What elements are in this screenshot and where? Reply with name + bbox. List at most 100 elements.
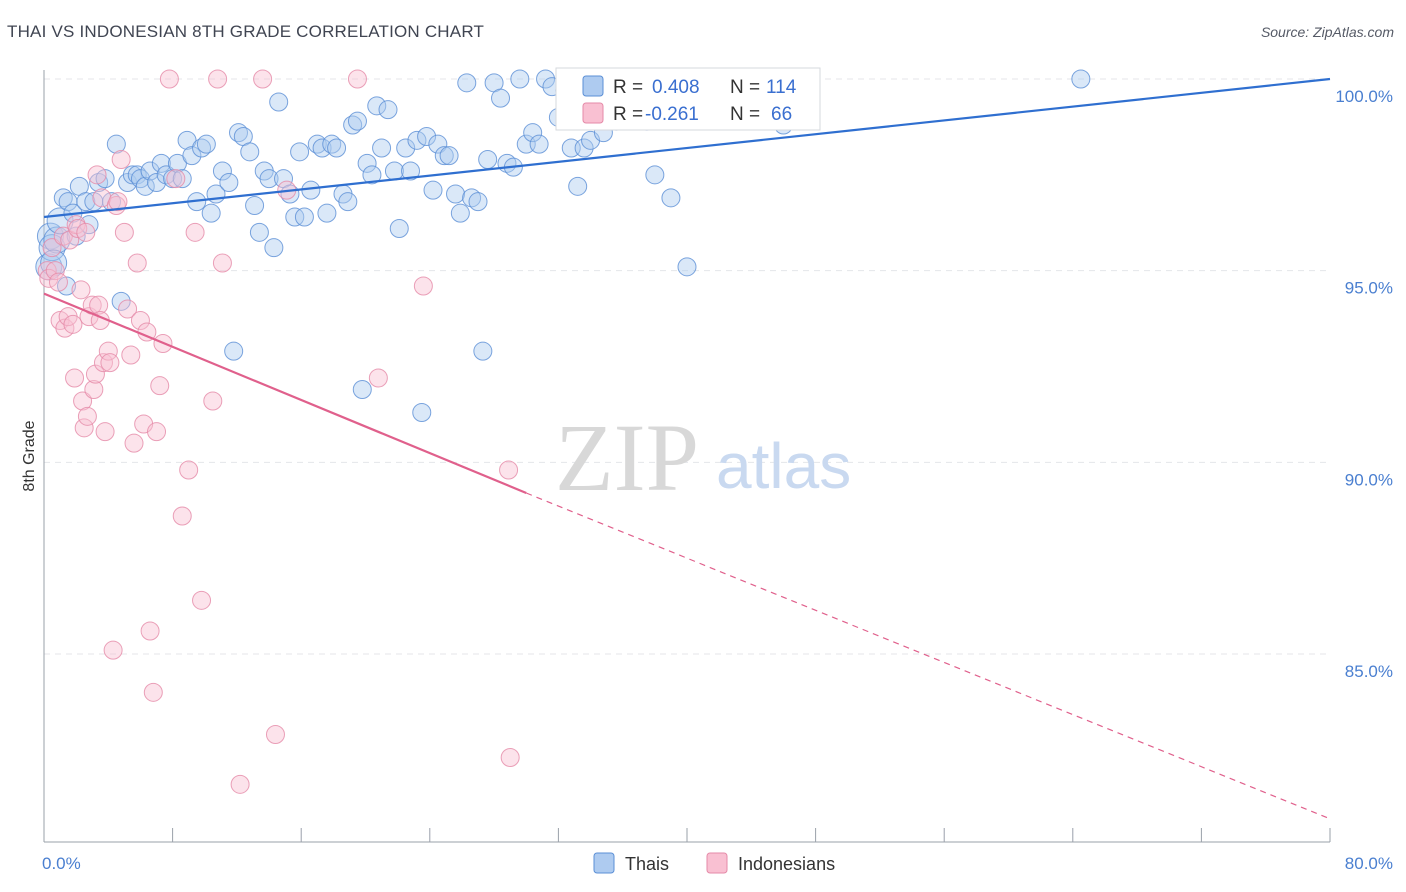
thais-point (224, 341, 244, 361)
thais-point (389, 219, 409, 238)
thais-point (201, 203, 221, 223)
thais-series (35, 69, 1091, 422)
thais-point (491, 88, 511, 108)
watermark-zip: ZIP (555, 404, 699, 511)
indonesians-point (103, 640, 123, 660)
legend-thais-swatch (593, 852, 615, 874)
y-tick-label: 85.0% (1345, 662, 1393, 681)
thais-point (510, 69, 530, 89)
x-ticks (43, 828, 1331, 842)
thais-point (249, 222, 269, 242)
thais-n-value: 114 (766, 77, 797, 98)
thais-point (378, 100, 398, 120)
thais-point (529, 134, 549, 154)
thais-point (172, 169, 192, 189)
thais-point (338, 192, 358, 212)
indonesians-swatch (582, 102, 604, 124)
indonesians-point (347, 69, 367, 89)
indonesians-trend-line (43, 292, 527, 495)
thais-point (574, 138, 594, 158)
indonesians-point (265, 725, 285, 744)
thais-point (523, 123, 543, 143)
indonesians-point (166, 169, 186, 189)
thais-point (106, 134, 126, 154)
thais-point (352, 380, 372, 399)
gridlines (44, 78, 1330, 655)
y-axis-title: 8th Grade (21, 420, 38, 491)
indonesians-point (172, 506, 192, 526)
indonesians-point (499, 460, 519, 480)
trend-lines (43, 77, 1331, 820)
indonesians-r-label: R = (613, 104, 643, 125)
thais-point (645, 165, 665, 185)
legend-indonesians-label: Indonesians (738, 854, 835, 874)
indonesians-point (212, 253, 232, 273)
indonesians-point (127, 253, 147, 273)
thais-point (269, 92, 289, 112)
thais-point (294, 207, 314, 227)
thais-point (76, 192, 96, 212)
thais-point (417, 127, 437, 146)
thais-point (434, 146, 454, 166)
thais-point (240, 142, 260, 162)
thais-r-value: 0.408 (652, 77, 700, 98)
thais-r-label: R = (613, 77, 643, 98)
indonesians-point (77, 406, 97, 426)
thais-point (317, 203, 337, 223)
thais-point (384, 161, 404, 181)
thais-point (412, 403, 432, 422)
thais-point (347, 111, 367, 131)
indonesians-point (124, 433, 144, 453)
indonesians-point (74, 418, 94, 438)
indonesians-point (39, 268, 59, 288)
indonesians-point (111, 150, 131, 169)
thais-point (140, 161, 160, 181)
thais-point (439, 146, 459, 166)
indonesians-point (130, 311, 150, 330)
indonesians-point (121, 345, 141, 365)
indonesians-point (230, 774, 250, 794)
indonesians-point (203, 391, 223, 411)
thais-point (661, 188, 681, 208)
indonesians-point (63, 314, 83, 334)
thais-point (301, 180, 321, 200)
thais-swatch (582, 75, 604, 97)
thais-point (372, 138, 392, 158)
legend-thais-label: Thais (625, 854, 669, 874)
indonesians-point (100, 353, 120, 373)
thais-point (196, 134, 216, 154)
thais-point (468, 192, 488, 212)
thais-point (312, 138, 332, 158)
indonesians-point (95, 422, 115, 442)
watermark-atlas: atlas (716, 430, 851, 502)
indonesians-point (85, 364, 105, 384)
indonesians-point (413, 276, 433, 296)
thais-point (290, 142, 310, 162)
thais-point (401, 161, 421, 181)
thais-point (151, 153, 171, 173)
thais-point (219, 173, 239, 192)
indonesians-point (37, 261, 57, 281)
thais-point (428, 134, 448, 154)
thais-point (407, 130, 427, 150)
y-tick-label: 95.0% (1345, 279, 1393, 298)
thais-point (147, 173, 167, 192)
thais-point (212, 161, 232, 181)
indonesians-point (84, 380, 104, 399)
thais-point (677, 257, 697, 277)
indonesians-point (159, 69, 179, 89)
y-tick-label: 90.0% (1345, 470, 1393, 489)
thais-trend-line (43, 77, 1331, 219)
indonesians-point (143, 682, 163, 702)
thais-point (127, 165, 147, 185)
chart-title: THAI VS INDONESIAN 8TH GRADE CORRELATION… (7, 22, 485, 41)
thais-point (357, 153, 377, 173)
indonesians-point (208, 69, 228, 89)
thais-point (396, 138, 416, 158)
indonesians-point (93, 353, 113, 373)
indonesians-point (76, 222, 96, 242)
thais-point (111, 291, 131, 311)
indonesians-point (48, 272, 68, 292)
indonesians-point (179, 460, 199, 480)
